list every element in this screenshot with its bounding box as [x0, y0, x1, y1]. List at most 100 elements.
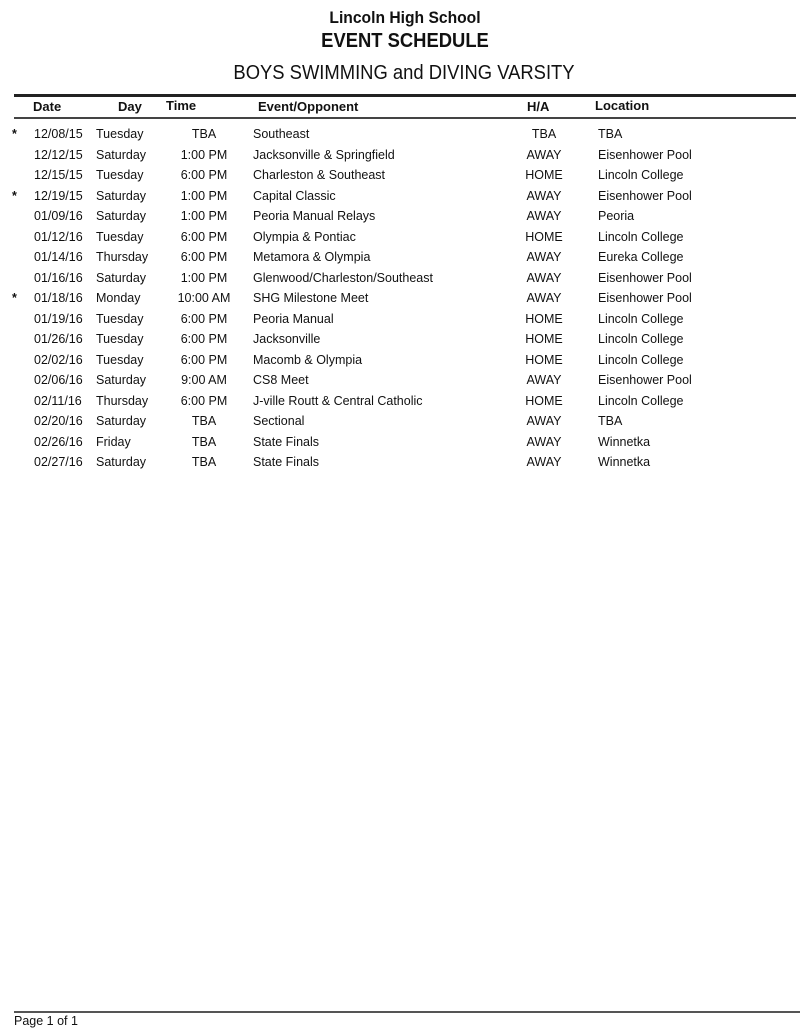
row-date: 12/19/15 [34, 188, 83, 203]
row-location: Eisenhower Pool [598, 373, 692, 387]
row-home-away: AWAY [526, 414, 562, 428]
row-event: Southeast [253, 127, 310, 141]
row-time: 6:00 PM [180, 229, 228, 244]
table-row: 01/16/16 Saturday 1:00 PM Glenwood/Charlest… [0, 271, 800, 291]
row-date: 02/11/16 [34, 393, 82, 408]
row-location: Winnetka [598, 434, 651, 449]
row-date: 01/19/16 [34, 311, 83, 326]
row-day: Friday [96, 434, 131, 449]
header-top-rule [14, 94, 796, 97]
row-event: Olympia & Pontiac [253, 229, 356, 244]
table-row: 01/09/16 Saturday 1:00 PM Peoria Manual Rel… [0, 209, 800, 229]
row-day: Saturday [96, 373, 147, 387]
row-day: Saturday [96, 188, 147, 203]
row-home-away: AWAY [526, 209, 562, 223]
row-date: 01/16/16 [34, 270, 83, 285]
row-home-away: AWAY [526, 250, 562, 264]
row-date: 01/26/16 [34, 332, 83, 346]
table-row: 01/26/16 Tuesday 6:00 PM Jacksonville HOME Li… [0, 332, 800, 352]
row-event: Charleston & Southeast [253, 168, 386, 182]
page-title: EVENT SCHEDULE [321, 30, 489, 52]
row-day: Tuesday [96, 229, 144, 244]
row-date: 12/08/15 [34, 127, 83, 141]
table-row: 12/15/15 Tuesday 6:00 PM Charleston & South… [0, 168, 800, 188]
row-time: 1:00 PM [180, 209, 228, 223]
column-header-location: Location [595, 98, 650, 113]
row-time: 9:00 AM [181, 373, 227, 387]
row-location: Peoria [598, 209, 635, 223]
row-time: 1:00 PM [180, 188, 228, 203]
row-time: TBA [191, 434, 217, 449]
row-day: Saturday [96, 147, 147, 162]
table-row: 12/12/15 Saturday 1:00 PM Jacksonville & Sp… [0, 148, 800, 168]
table-row: 01/14/16 Thursday 6:00 PM Metamora & Olympi… [0, 250, 800, 270]
table-row: 02/06/16 Saturday 9:00 AM CS8 Meet AWAY Eisen… [0, 373, 800, 393]
column-header-date: Date [33, 99, 62, 114]
row-location: Lincoln College [598, 168, 684, 182]
row-location: Lincoln College [598, 311, 684, 326]
row-day: Thursday [96, 393, 149, 408]
row-home-away: AWAY [526, 270, 562, 285]
column-header-event: Event/Opponent [258, 99, 359, 114]
important-marker: * [12, 291, 17, 305]
row-date: 01/14/16 [34, 250, 83, 264]
row-home-away: AWAY [526, 373, 562, 387]
row-event: State Finals [253, 434, 320, 449]
row-day: Saturday [96, 209, 147, 223]
row-location: Lincoln College [598, 393, 684, 408]
row-event: Sectional [253, 414, 305, 428]
row-date: 02/20/16 [34, 414, 83, 428]
table-row: * 12/19/15 Saturday 1:00 PM Capital Classic A… [0, 189, 800, 209]
column-header-day: Day [118, 99, 142, 114]
table-row: 02/27/16 Saturday TBA State Finals AWAY Winne… [0, 455, 800, 475]
row-date: 01/09/16 [34, 209, 83, 223]
row-day: Tuesday [96, 352, 144, 367]
row-day: Tuesday [96, 127, 144, 141]
row-event: Macomb & Olympia [253, 352, 363, 367]
row-location: Eisenhower Pool [598, 147, 692, 162]
row-date: 01/12/16 [34, 229, 83, 244]
row-day: Saturday [96, 270, 147, 285]
row-location: Eisenhower Pool [598, 291, 692, 305]
row-event: Peoria Manual Relays [253, 209, 376, 223]
row-time: 6:00 PM [180, 332, 228, 346]
row-home-away: AWAY [526, 147, 562, 162]
school-name: Lincoln High School [329, 8, 481, 27]
row-location: Winnetka [598, 455, 651, 469]
row-day: Saturday [96, 455, 147, 469]
row-location: Eureka College [598, 250, 684, 264]
row-time: TBA [191, 455, 217, 469]
row-home-away: HOME [525, 168, 563, 182]
row-home-away: HOME [525, 393, 563, 408]
row-location: Lincoln College [598, 352, 684, 367]
table-row: 02/26/16 Friday TBA State Finals AWAY Winnetk… [0, 435, 800, 455]
row-event: Capital Classic [253, 188, 336, 203]
row-day: Monday [96, 291, 141, 305]
row-event: Jacksonville & Springfield [253, 147, 395, 162]
footer-rule [14, 1011, 800, 1013]
table-row: 02/11/16 Thursday 6:00 PM J-ville Routt & C… [0, 394, 800, 414]
row-time: 6:00 PM [180, 168, 228, 182]
row-location: Lincoln College [598, 332, 684, 346]
row-home-away: AWAY [526, 188, 562, 203]
page-number: Page 1 of 1 [14, 1014, 78, 1028]
row-date: 02/02/16 [34, 352, 83, 367]
row-home-away: TBA [531, 127, 557, 141]
table-row: 01/19/16 Tuesday 6:00 PM Peoria Manual HOME L… [0, 312, 800, 332]
row-event: State Finals [253, 455, 320, 469]
row-home-away: AWAY [526, 455, 562, 469]
row-home-away: HOME [525, 352, 563, 367]
row-event: Metamora & Olympia [253, 250, 371, 264]
row-time: 1:00 PM [180, 270, 228, 285]
row-location: Eisenhower Pool [598, 188, 692, 203]
row-date: 01/18/16 [34, 291, 83, 305]
row-time: 1:00 PM [180, 147, 228, 162]
table-row: * 01/18/16 Monday 10:00 AM SHG Milestone Mee… [0, 291, 800, 311]
row-day: Tuesday [96, 332, 144, 346]
row-time: TBA [191, 414, 217, 428]
row-home-away: HOME [525, 229, 563, 244]
row-date: 12/15/15 [34, 168, 83, 182]
column-header-ha: H/A [527, 99, 550, 114]
row-time: 6:00 PM [180, 393, 228, 408]
